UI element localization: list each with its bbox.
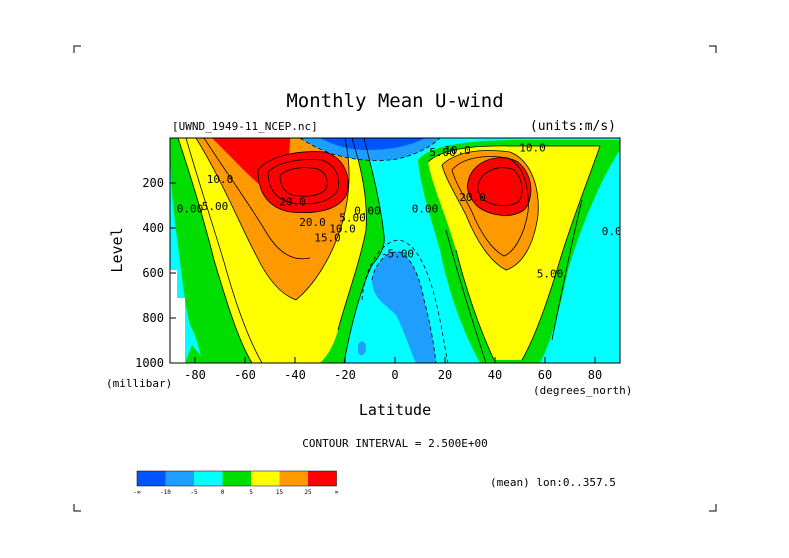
contour-label: 0.00: [354, 205, 381, 218]
colorbar-label: 15: [276, 489, 284, 496]
y-tick-label: 600: [142, 266, 164, 280]
x-units: (degrees_north): [533, 384, 632, 397]
contour-label: 0.00: [177, 202, 204, 215]
missing-topo-2: [170, 298, 185, 363]
x-tick-label: -60: [234, 368, 256, 382]
mean-note: (mean) lon:0..357.5: [490, 476, 616, 489]
contour-interval-note: CONTOUR INTERVAL = 2.500E+00: [302, 437, 487, 450]
y-tick-label: 800: [142, 311, 164, 325]
colorbar-bin: [194, 471, 223, 486]
y-tick-label: 1000: [135, 356, 164, 370]
x-tick-label: 0: [391, 368, 398, 382]
contour-label: 10.0: [207, 173, 234, 186]
contour-label: 10.0: [329, 223, 356, 236]
colorbar-label: -10: [160, 489, 171, 496]
colorbar-label: -5: [190, 489, 198, 496]
contour-label: 5.00: [202, 200, 229, 213]
x-tick-label: -20: [334, 368, 356, 382]
contour-label: 0.00: [602, 225, 629, 238]
contour-label: 0.00: [412, 202, 439, 215]
x-axis-ticks: -80 -60 -40 -20 0 20 40 60 80: [184, 357, 602, 382]
easterly-aloft-core: [320, 138, 425, 150]
contour-label: 20.0: [299, 216, 326, 229]
sh-jet-red-core: [258, 151, 349, 213]
colorbar-bin: [222, 471, 251, 486]
contour-label: -5.00: [381, 247, 414, 260]
colorbar-bin: [251, 471, 280, 486]
contour-field: 10.00.005.00 20.020.015.010.05.000.00-5.0…: [170, 138, 629, 363]
y-axis-ticks: 200 400 600 800 1000: [135, 176, 176, 370]
tropical-easterly: [372, 251, 436, 363]
colorbar-label: 5: [249, 489, 253, 496]
easterly-patch: [358, 341, 366, 356]
colorbar-label: -∞: [133, 489, 141, 496]
contour-label: 10.0: [444, 144, 471, 157]
x-tick-label: -80: [184, 368, 206, 382]
negative-contours: [299, 138, 449, 363]
colorbar-frame: [136, 470, 337, 487]
x-tick-label: 80: [588, 368, 602, 382]
colorbar-bin: [308, 471, 337, 486]
contour-label: 5.00: [339, 211, 366, 224]
colorbar-bin: [137, 471, 166, 486]
missing-topo-1: [170, 270, 177, 298]
y-units: (millibar): [106, 377, 172, 390]
contour-label: 5.00: [537, 268, 564, 281]
crop-marks: [73, 45, 717, 512]
x-tick-label: 60: [538, 368, 552, 382]
contour-label: 10.0: [519, 142, 546, 155]
x-tick-label: 40: [488, 368, 502, 382]
contour-label: 15.0: [314, 232, 341, 245]
colorbar: -∞ -10 -5 0 5 15 25 ∞: [133, 470, 339, 496]
colorbar-bin: [165, 471, 194, 486]
contour-label: 20.0: [279, 196, 306, 209]
x-tick-label: 20: [438, 368, 452, 382]
contour-label: 20.0: [459, 191, 486, 204]
colorbar-label: ∞: [335, 489, 339, 496]
colorbar-label: 0: [221, 489, 225, 496]
y-tick-label: 200: [142, 176, 164, 190]
contour-label: 5.00: [429, 146, 456, 159]
nh-jet-red-core: [467, 157, 531, 216]
chart-title: Monthly Mean U-wind: [286, 90, 503, 112]
x-tick-label: -40: [284, 368, 306, 382]
units-label: (units:m/s): [530, 119, 616, 134]
labels: 10.00.005.00 20.020.015.010.05.000.00-5.0…: [177, 142, 629, 281]
colorbar-label: 25: [304, 489, 312, 496]
colorbar-bin: [279, 471, 308, 486]
y-tick-label: 400: [142, 221, 164, 235]
contour-lines: [177, 138, 601, 363]
dataset-label: [UWND_1949-11_NCEP.nc]: [172, 120, 318, 133]
x-axis-label: Latitude: [359, 401, 431, 419]
surface-green: [185, 345, 208, 363]
y-axis-label: Level: [108, 227, 126, 272]
